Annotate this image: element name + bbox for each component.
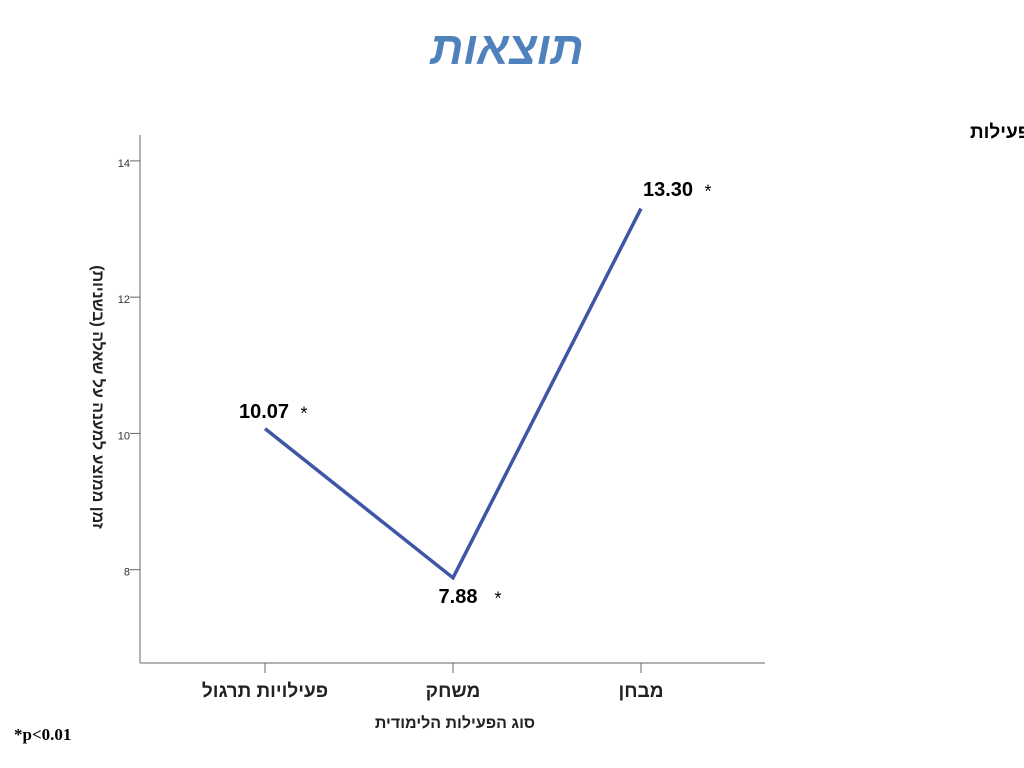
x-tick-label: פעילויות תרגול [202,681,328,702]
y-tick-label: 8 [124,567,130,579]
y-tick-label: 10 [118,430,130,442]
significance-mark: * [494,589,501,609]
x-tick-label: מבחן [619,681,664,702]
x-axis-label: סוג הפעילות הלימודית [375,714,535,732]
data-label: 10.07 [239,401,289,423]
y-axis-label: זמן ממוצע למענה על שאלה (בשניות) [89,265,107,529]
footnote: *p<0.01 [14,725,71,744]
data-label: 7.88 [439,586,478,608]
y-tick-label: 14 [118,158,130,170]
x-tick-label: משחק [426,681,481,702]
significance-mark: * [300,403,307,423]
data-label: 13.30 [643,179,693,201]
slide-title: תוצאות [429,22,583,74]
data-line [263,207,643,581]
significance-mark: * [704,181,711,201]
y-tick-label: 12 [118,294,130,306]
